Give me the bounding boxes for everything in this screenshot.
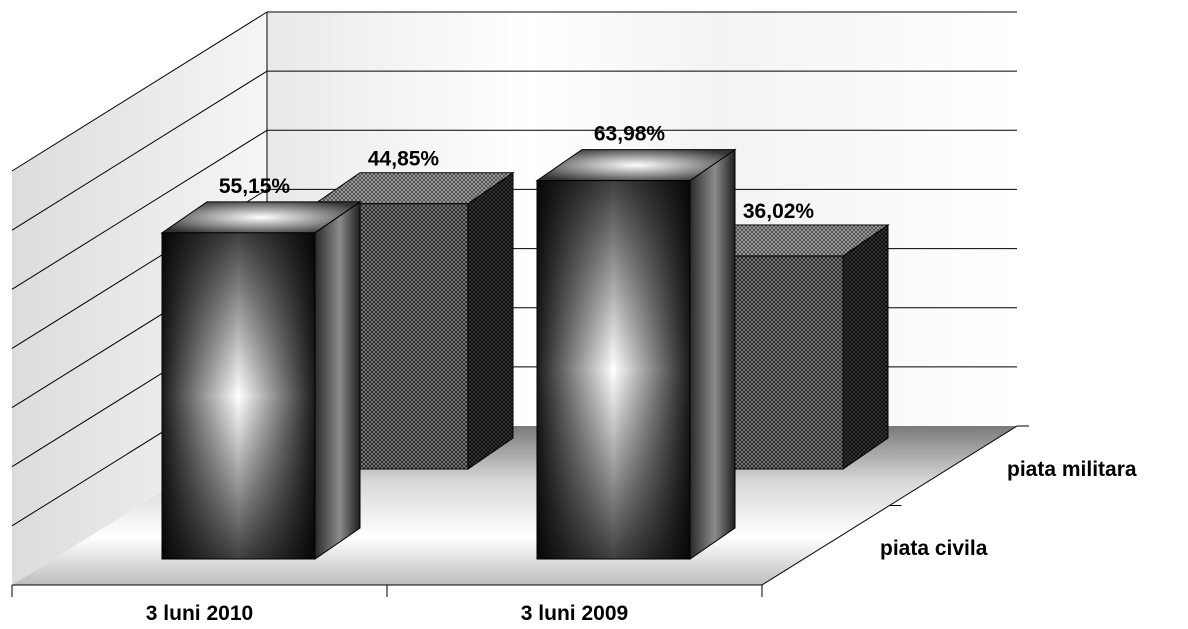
data-label: 36,02% [743, 200, 815, 223]
bar-0-series-0 [160, 200, 362, 560]
bar-0-series-0-front [161, 232, 316, 560]
bar-1-series-1 [688, 224, 890, 470]
bar-1-series-0-side [689, 148, 736, 560]
labels: 44,85% 36,02% 55,15% 63,98% 3 luni 2010 3 lun… [146, 123, 1137, 625]
gridline-side [11, 11, 268, 172]
category-label: 3 luni 2009 [521, 602, 628, 625]
bar-1-series-0 [535, 148, 737, 560]
bar-1-series-0-front [536, 180, 691, 560]
data-label: 55,15% [219, 175, 291, 198]
gridline-side [11, 129, 268, 290]
data-label: 44,85% [368, 148, 440, 171]
bar-1-series-1-side [842, 224, 889, 470]
series-label: piata civila [880, 537, 988, 560]
series-label: piata militara [1007, 458, 1137, 481]
bar-0-series-1-side [467, 171, 514, 470]
bar-0-series-0-side [314, 200, 361, 560]
gridline-side [11, 70, 268, 231]
data-label: 63,98% [594, 123, 666, 146]
category-label: 3 luni 2010 [146, 602, 253, 625]
